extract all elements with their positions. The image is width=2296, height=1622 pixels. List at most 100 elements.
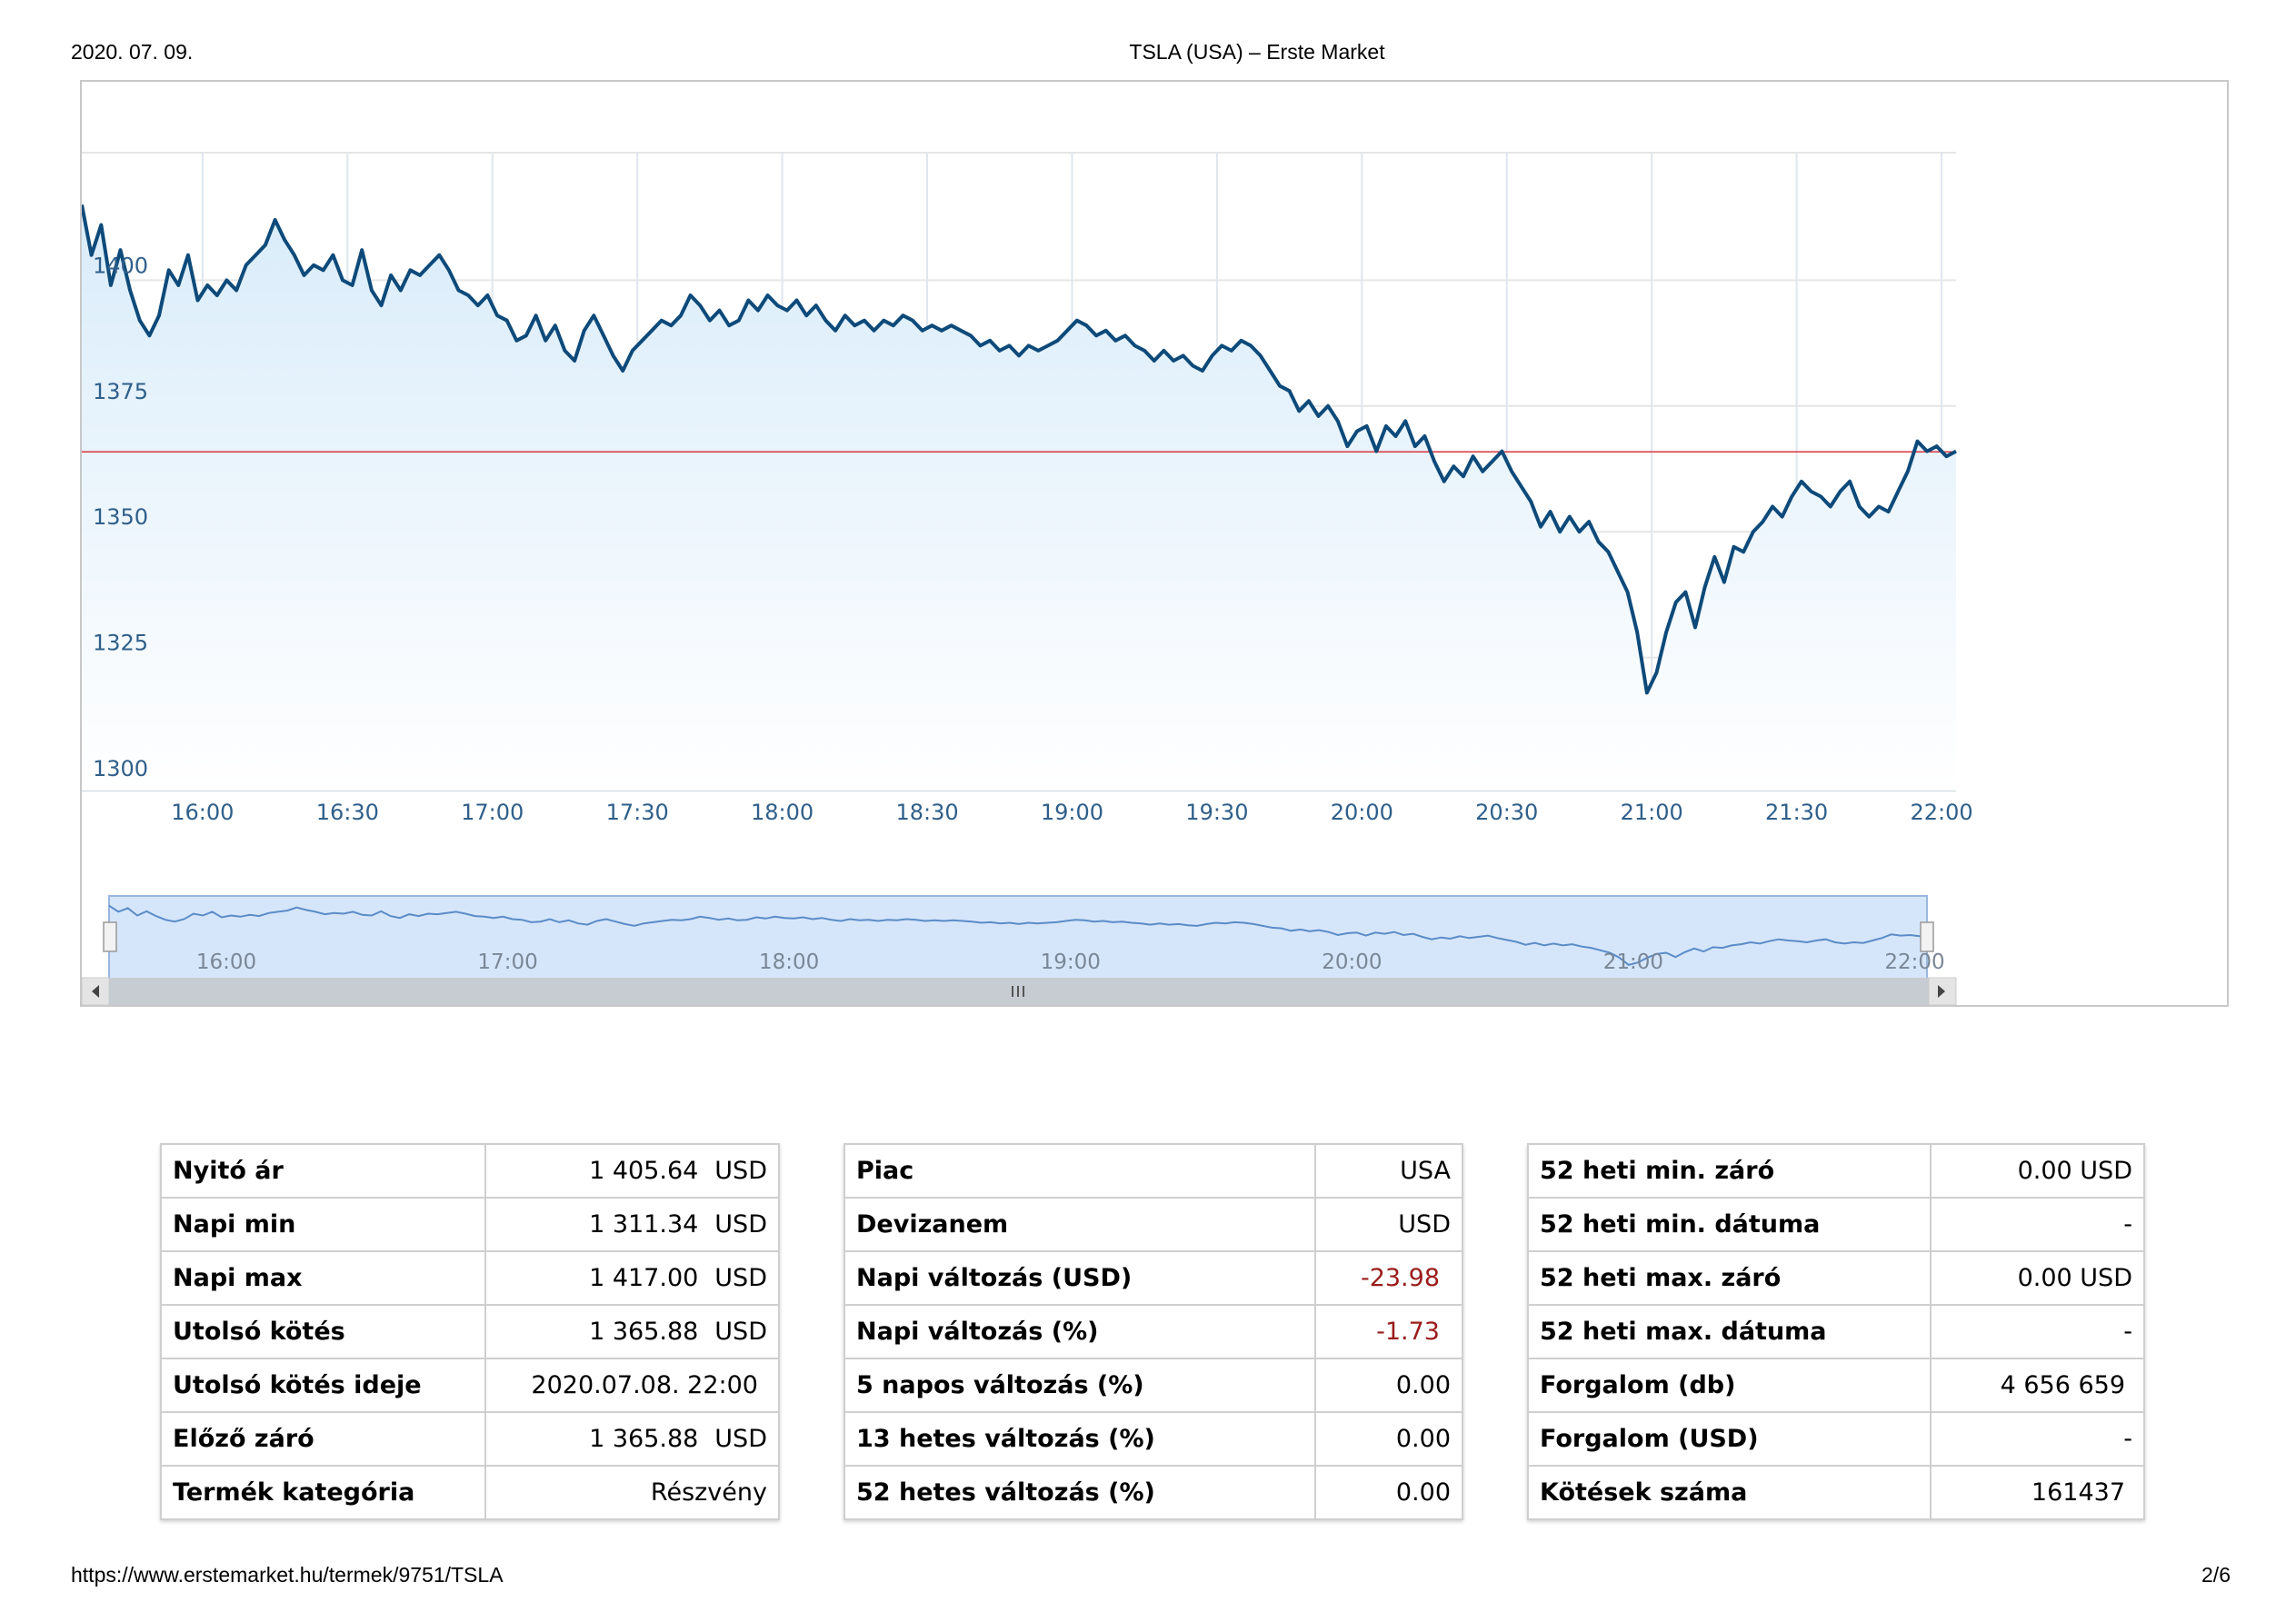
row-value: 161437 <box>1929 1465 2146 1520</box>
row-value: 4 656 659 <box>1929 1358 2146 1413</box>
table-row: 52 heti min. dátuma - <box>1527 1197 2146 1252</box>
y-tick-label: 1350 <box>93 504 148 530</box>
row-label: 5 napos változás (%) <box>843 1358 1317 1413</box>
row-value: 1 405.64 <box>589 1157 699 1185</box>
page-title-text: TSLA (USA) – Erste Market <box>1129 40 1385 64</box>
table-row: 5 napos változás (%) 0.00 <box>843 1358 1463 1413</box>
y-tick-label: 1325 <box>93 631 148 656</box>
x-tick-label: 16:00 <box>171 800 234 825</box>
row-value: 1 417.00 <box>589 1264 699 1292</box>
row-label: Napi max <box>160 1250 486 1306</box>
navigator-tick-label: 16:00 <box>196 950 256 974</box>
row-unit: USD <box>714 1157 767 1185</box>
navigator-tick-label: 21:00 <box>1603 950 1663 974</box>
row-label: 52 heti max. dátuma <box>1527 1304 1932 1359</box>
row-value: -1.73 <box>1314 1304 1463 1359</box>
row-value: 0.00 <box>1314 1465 1463 1520</box>
x-tick-label: 21:00 <box>1621 800 1683 825</box>
navigator-line <box>108 904 1930 966</box>
row-value: 1 365.88 <box>589 1318 699 1346</box>
row-label: Napi változás (%) <box>843 1304 1317 1359</box>
table-row: Termék kategória Részvény <box>160 1465 781 1520</box>
row-label: Forgalom (USD) <box>1527 1411 1932 1467</box>
table-row: Utolsó kötés ideje 2020.07.08. 22:00 <box>160 1358 781 1413</box>
row-label: Napi változás (USD) <box>843 1250 1317 1306</box>
row-value-cell: 1 405.64 USD <box>484 1143 781 1199</box>
row-label: Termék kategória <box>160 1465 486 1520</box>
y-axis-labels: 1300 1325 1350 1375 1400 <box>93 253 148 781</box>
row-unit: USD <box>714 1425 767 1453</box>
page-number: 2/6 <box>2201 1563 2231 1587</box>
x-tick-label: 18:00 <box>751 800 814 825</box>
row-value: 2020.07.08. 22:00 <box>484 1358 781 1413</box>
table-row: 52 heti max. záró 0.00 USD <box>1527 1250 2146 1306</box>
table-row: Kötések száma 161437 <box>1527 1465 2146 1520</box>
x-tick-label: 19:30 <box>1185 800 1248 825</box>
row-label: 13 hetes változás (%) <box>843 1411 1317 1467</box>
row-label: Utolsó kötés <box>160 1304 486 1359</box>
x-tick-label: 19:00 <box>1041 800 1103 825</box>
table-row: Utolsó kötés 1 365.88 USD <box>160 1304 781 1359</box>
row-value: 1 311.34 <box>589 1210 699 1239</box>
row-label: Napi min <box>160 1197 486 1252</box>
row-value: USA <box>1314 1143 1463 1199</box>
table-row: Devizanem USD <box>843 1197 1463 1252</box>
x-tick-label: 17:30 <box>606 800 669 825</box>
row-label: Nyitó ár <box>160 1143 486 1199</box>
navigator-right-handle[interactable] <box>1920 921 1934 952</box>
row-value-cell: 1 365.88 USD <box>484 1411 781 1467</box>
navigator-selected-range <box>108 895 1928 980</box>
row-value-cell: 1 417.00 USD <box>484 1250 781 1306</box>
scrollbar-grip-icon <box>1012 986 1024 997</box>
row-label: Forgalom (db) <box>1527 1358 1932 1413</box>
table-row: Nyitó ár 1 405.64 USD <box>160 1143 781 1199</box>
scroll-left-arrow-icon <box>92 985 99 998</box>
navigator-tick-label: 18:00 <box>759 950 819 974</box>
x-tick-label: 21:30 <box>1765 800 1828 825</box>
row-label: Devizanem <box>843 1197 1317 1252</box>
row-label: 52 heti max. záró <box>1527 1250 1932 1306</box>
row-value: 0.00 USD <box>1929 1143 2146 1199</box>
navigator-tick-label: 17:00 <box>477 950 537 974</box>
table-row: Forgalom (db) 4 656 659 <box>1527 1358 2146 1413</box>
table-row: Piac USA <box>843 1143 1463 1199</box>
row-unit: USD <box>714 1318 767 1346</box>
row-label: 52 hetes változás (%) <box>843 1465 1317 1520</box>
row-value: 0.00 USD <box>1929 1250 2146 1306</box>
navigator-tick-label: 20:00 <box>1322 950 1382 974</box>
table-market-stats: Piac USA Devizanem USD Napi változás (USD) -2… <box>843 1143 1463 1520</box>
row-label: 52 heti min. dátuma <box>1527 1197 1932 1252</box>
table-row: 52 hetes változás (%) 0.00 <box>843 1465 1463 1520</box>
table-row: 52 heti max. dátuma - <box>1527 1304 2146 1359</box>
table-row: Előző záró 1 365.88 USD <box>160 1411 781 1467</box>
price-line <box>82 204 1957 695</box>
row-value: 1 365.88 <box>589 1425 699 1453</box>
x-tick-label: 20:30 <box>1475 800 1538 825</box>
row-label: Kötések száma <box>1527 1465 1932 1520</box>
navigator-tick-label: 19:00 <box>1041 950 1101 974</box>
table-row: 13 hetes változás (%) 0.00 <box>843 1411 1463 1467</box>
x-tick-label: 17:00 <box>461 800 524 825</box>
price-area <box>82 204 1956 791</box>
row-value: 0.00 <box>1314 1358 1463 1413</box>
table-price-stats: Nyitó ár 1 405.64 USD Napi min 1 311.34 USD Na… <box>160 1143 781 1520</box>
page-url: https://www.erstemarket.hu/termek/9751/T… <box>71 1563 504 1587</box>
row-label: Utolsó kötés ideje <box>160 1358 486 1413</box>
x-tick-label: 22:00 <box>1910 800 1972 825</box>
row-value: 0.00 <box>1314 1411 1463 1467</box>
navigator-tick-label: 22:00 <box>1884 950 1944 974</box>
table-row: Napi min 1 311.34 USD <box>160 1197 781 1252</box>
chart-svg: 1300 1325 1350 1375 1400 16:00 16:30 17:00 17:3… <box>82 152 1973 1005</box>
row-unit: USD <box>714 1210 767 1239</box>
navigator-left-handle[interactable] <box>103 921 117 952</box>
row-value: -23.98 <box>1314 1250 1463 1306</box>
scrollbar[interactable] <box>82 977 1957 1005</box>
row-unit: USD <box>714 1264 767 1292</box>
table-row: 52 heti min. záró 0.00 USD <box>1527 1143 2146 1199</box>
range-navigator[interactable]: 16:00 17:00 18:00 19:00 20:00 21:00 22:00 <box>103 895 1945 980</box>
print-date: 2020. 07. 09. <box>71 40 194 64</box>
x-tick-label: 16:30 <box>316 800 379 825</box>
row-label: Piac <box>843 1143 1317 1199</box>
row-value: Részvény <box>484 1465 781 1520</box>
row-value-cell: 1 311.34 USD <box>484 1197 781 1252</box>
